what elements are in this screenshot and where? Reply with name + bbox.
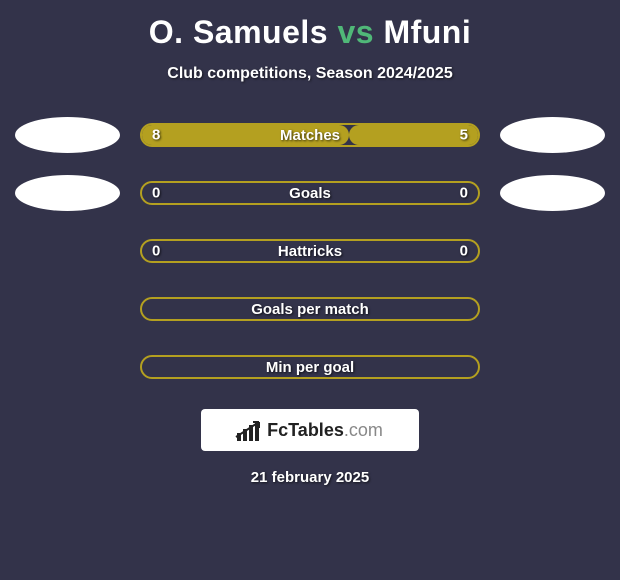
player1-badge [15,117,120,153]
player1-badge [15,175,120,211]
bar-fill-right [349,125,478,145]
stat-left-value: 0 [152,185,160,202]
comparison-title: O. Samuels vs Mfuni [0,0,620,51]
stat-bar: 0 Hattricks 0 [140,239,480,263]
stat-label: Matches [280,127,340,144]
vs-label: vs [337,14,374,50]
stat-row-mpg: Min per goal [0,349,620,385]
stat-rows: 8 Matches 5 0 Goals 0 0 Hattricks 0 [0,117,620,385]
stat-label: Goals per match [251,301,369,318]
stat-bar: Min per goal [140,355,480,379]
stat-bar: 0 Goals 0 [140,181,480,205]
stat-row-gpm: Goals per match [0,291,620,327]
fctables-icon [237,419,261,441]
brand-name: FcTables [267,420,344,440]
stat-label: Goals [289,185,331,202]
stat-row-matches: 8 Matches 5 [0,117,620,153]
stat-right-value: 5 [460,127,468,144]
subtitle: Club competitions, Season 2024/2025 [0,65,620,83]
stat-row-hattricks: 0 Hattricks 0 [0,233,620,269]
stat-bar: 8 Matches 5 [140,123,480,147]
stat-label: Min per goal [266,359,354,376]
date-label: 21 february 2025 [0,469,620,486]
stat-label: Hattricks [278,243,342,260]
player2-badge [500,175,605,211]
stat-bar: Goals per match [140,297,480,321]
player1-name: O. Samuels [149,14,328,50]
stat-row-goals: 0 Goals 0 [0,175,620,211]
brand-text: FcTables.com [267,420,383,441]
player2-badge [500,117,605,153]
brand-domain: .com [344,420,383,440]
stat-right-value: 0 [460,185,468,202]
stat-left-value: 0 [152,243,160,260]
player2-name: Mfuni [383,14,471,50]
stat-left-value: 8 [152,127,160,144]
brand-box[interactable]: FcTables.com [201,409,419,451]
stat-right-value: 0 [460,243,468,260]
